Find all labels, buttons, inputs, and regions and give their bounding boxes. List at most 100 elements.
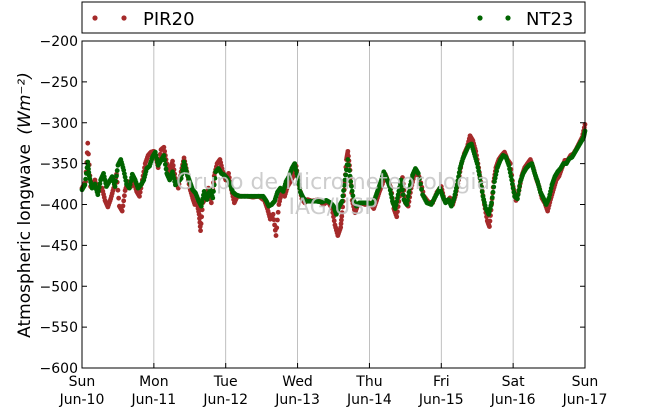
data-point <box>198 228 203 234</box>
data-point <box>86 151 91 157</box>
data-point <box>479 189 485 195</box>
data-point <box>170 158 175 164</box>
data-point <box>517 183 523 189</box>
data-point <box>350 193 356 199</box>
data-point <box>418 181 423 187</box>
data-point <box>338 224 344 230</box>
data-point <box>454 182 460 188</box>
data-point <box>120 203 126 209</box>
x-tick-label-day: Mon <box>139 374 169 390</box>
data-point <box>510 185 516 191</box>
data-point <box>86 166 91 172</box>
data-point <box>82 182 88 188</box>
data-point <box>114 173 119 179</box>
legend-marker-nt23 <box>477 15 483 21</box>
watermark: Grupo de Micrometeorologia IAG/USP <box>176 170 490 220</box>
data-point <box>477 175 483 181</box>
y-tick-label: −300 <box>40 116 78 132</box>
data-point <box>476 168 482 174</box>
y-tick-label: −450 <box>40 238 78 254</box>
data-point <box>400 187 405 193</box>
data-point <box>388 191 394 197</box>
data-point <box>507 170 513 176</box>
data-point <box>507 166 512 172</box>
data-point <box>349 188 355 194</box>
data-point <box>199 214 205 220</box>
data-point <box>121 193 127 199</box>
data-point <box>208 200 214 206</box>
data-point <box>296 182 302 187</box>
y-tick-label: −200 <box>40 34 78 50</box>
x-tick-label-date: Jun-15 <box>418 392 464 408</box>
y-tick-label: −600 <box>40 361 78 377</box>
data-point <box>339 198 345 204</box>
data-point <box>345 157 351 162</box>
x-tick-label-date: Jun-11 <box>130 392 176 408</box>
y-axis-label: Atmospheric longwave (Wm⁻²) <box>15 72 35 338</box>
data-point <box>210 195 216 201</box>
x-tick-label-day: Wed <box>282 374 313 390</box>
legend-marker-pir20 <box>92 15 98 21</box>
series-nt23 <box>79 128 588 217</box>
x-tick-label-date: Jun-12 <box>202 392 248 408</box>
data-point <box>347 173 353 179</box>
watermark-line-2: IAG/USP <box>289 195 378 220</box>
data-point <box>295 178 301 183</box>
data-point <box>161 144 167 150</box>
data-point <box>163 166 169 172</box>
data-point <box>487 218 493 224</box>
data-point <box>341 188 346 194</box>
data-point <box>476 172 482 178</box>
axes: Sun Jun-10 Mon Jun-11 Tue Jun-12 Wed Jun-13 Thu J… <box>40 34 608 408</box>
x-tick-label-date: Jun-10 <box>59 392 105 408</box>
data-point <box>490 189 496 195</box>
data-point <box>339 217 344 223</box>
data-point <box>114 168 120 173</box>
data-point <box>115 187 121 193</box>
data-point <box>274 225 280 231</box>
data-point <box>85 140 91 146</box>
data-point <box>211 182 217 188</box>
data-point <box>339 213 345 219</box>
data-point <box>179 171 185 177</box>
data-point <box>83 176 88 182</box>
y-tick-label: −550 <box>40 320 78 336</box>
data-point <box>511 189 517 195</box>
data-point <box>161 153 167 158</box>
y-tick-label: −350 <box>40 157 78 173</box>
data-point <box>456 170 462 176</box>
data-point <box>506 162 512 168</box>
data-point <box>455 178 461 184</box>
data-point <box>515 192 521 197</box>
data-point <box>198 221 204 227</box>
data-point <box>475 164 481 170</box>
data-point <box>275 209 281 215</box>
data-point <box>342 177 348 183</box>
data-point <box>510 181 515 187</box>
data-point <box>515 196 520 202</box>
data-point <box>394 214 400 220</box>
y-tick-label: −250 <box>40 75 78 91</box>
data-point <box>345 148 351 154</box>
y-tick-label: −400 <box>40 198 78 214</box>
data-point <box>398 177 404 183</box>
data-point <box>270 211 276 217</box>
data-point <box>491 184 497 190</box>
data-point <box>387 187 393 193</box>
data-point <box>509 177 515 183</box>
data-point <box>400 192 406 198</box>
data-point <box>387 184 392 189</box>
data-point <box>478 180 484 186</box>
data-point <box>273 233 279 238</box>
data-point <box>162 157 168 163</box>
data-point <box>341 182 347 188</box>
data-point <box>170 163 176 168</box>
data-point <box>295 174 300 180</box>
data-point <box>162 162 168 167</box>
data-point <box>349 183 354 189</box>
data-point <box>508 173 514 179</box>
data-marks <box>79 121 588 238</box>
data-point <box>340 193 346 199</box>
data-point <box>121 198 127 204</box>
